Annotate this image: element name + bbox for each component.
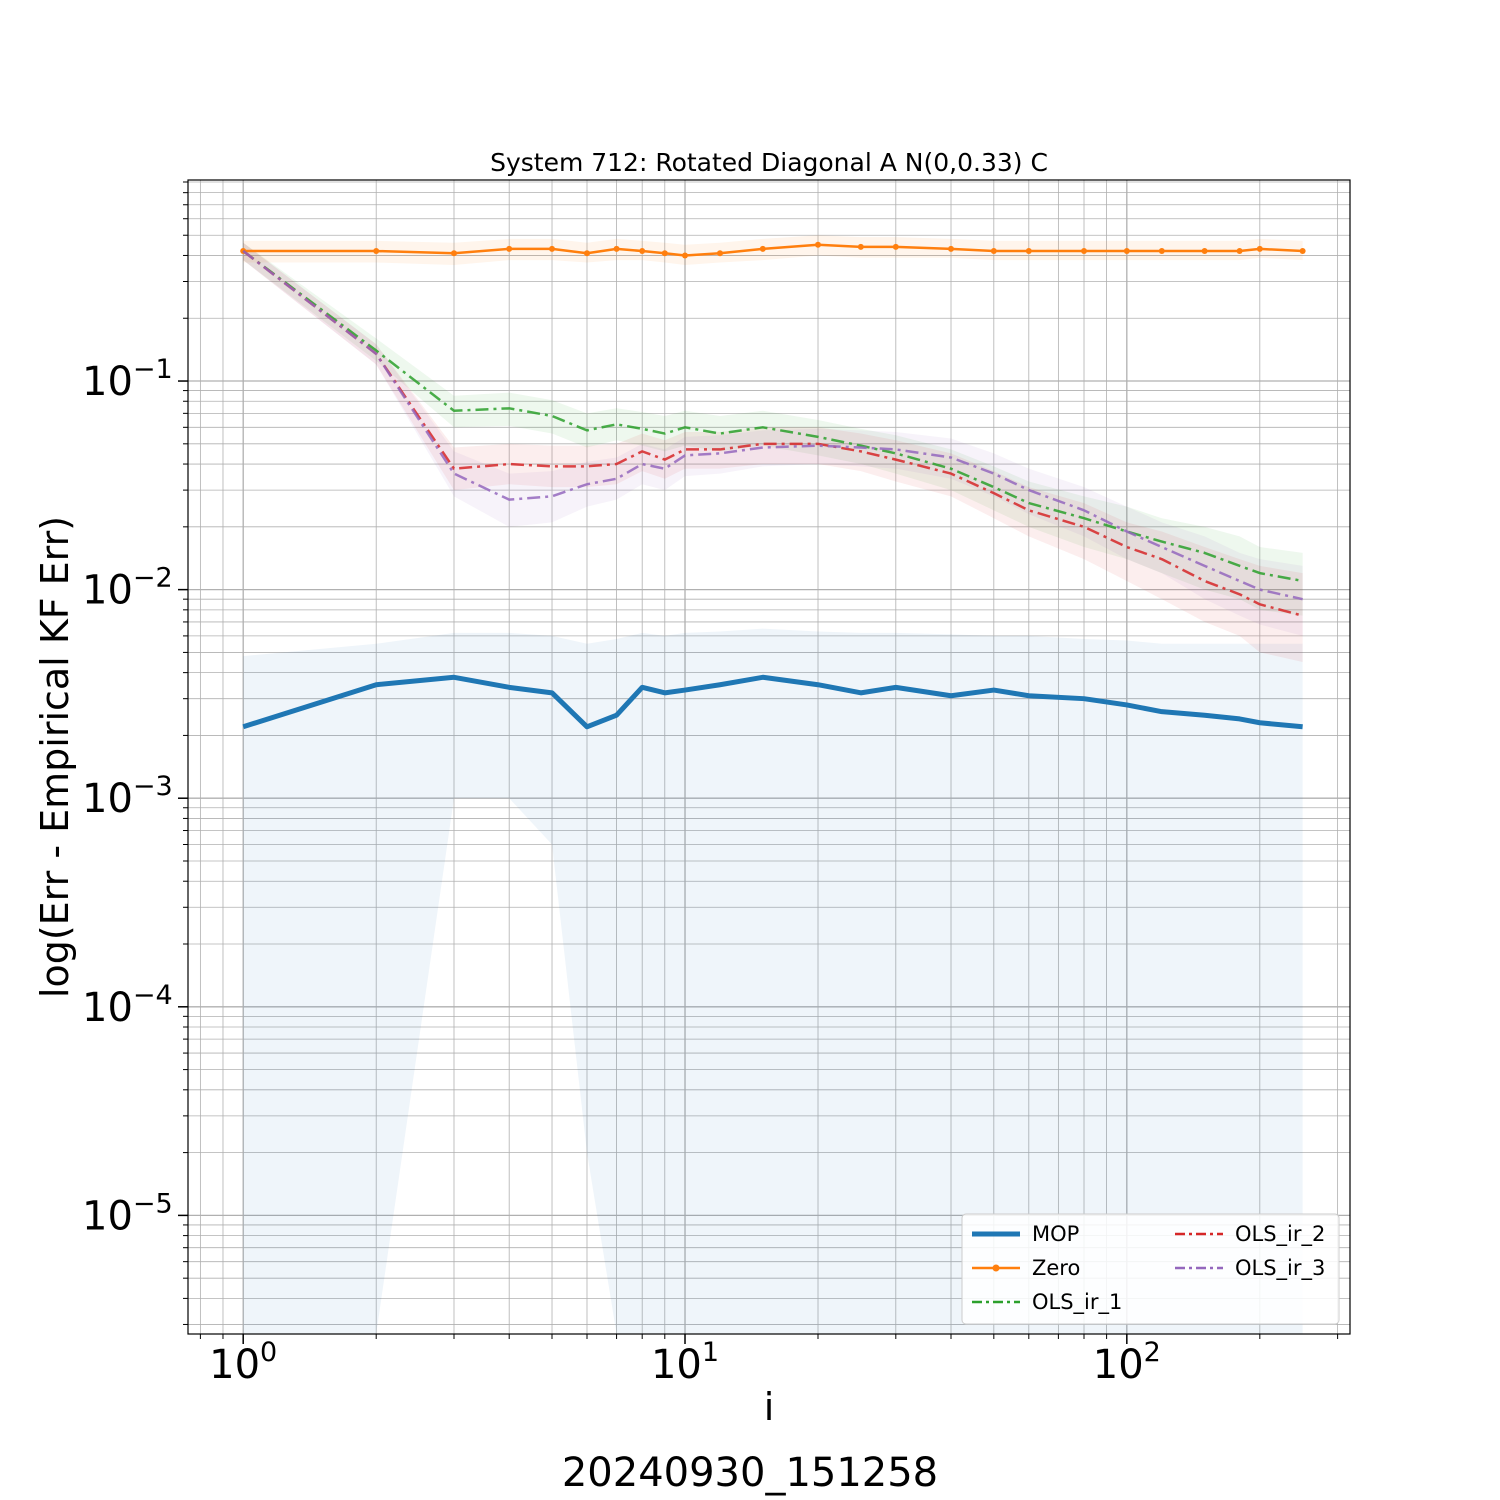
x-axis-label: i — [764, 1385, 775, 1429]
legend-label-ols_ir_1: OLS_ir_1 — [1032, 1290, 1122, 1315]
grid — [188, 180, 1350, 1334]
point-zero — [613, 245, 620, 252]
legend-label-mop: MOP — [1032, 1222, 1079, 1246]
series-ols_ir_1 — [242, 250, 1303, 583]
point-zero — [1081, 248, 1088, 255]
point-zero — [857, 243, 864, 250]
y-tick-label: 10−5 — [82, 1188, 173, 1239]
band-ols_ir_3 — [243, 242, 1303, 636]
band-zero — [243, 235, 1303, 265]
x-tick-label: 101 — [651, 1337, 719, 1388]
x-tick-label: 102 — [1093, 1337, 1161, 1388]
y-tick-label: 10−1 — [82, 354, 173, 405]
point-zero — [948, 245, 955, 252]
chart-title: System 712: Rotated Diagonal A N(0,0.33)… — [490, 148, 1048, 177]
point-zero — [815, 241, 822, 248]
point-zero — [759, 245, 766, 252]
point-zero — [1158, 248, 1165, 255]
footer-timestamp: 20240930_151258 — [562, 1450, 938, 1496]
point-zero — [1256, 245, 1263, 252]
legend-box — [961, 1213, 1340, 1325]
series-ols_ir_2 — [242, 250, 1303, 617]
y-axis-label: log(Err - Empirical KF Err) — [33, 516, 77, 998]
point-zero — [506, 245, 513, 252]
band-mop — [243, 628, 1303, 1334]
point-zero — [1025, 248, 1032, 255]
series-lines — [240, 241, 1306, 730]
series-mop — [242, 674, 1303, 730]
point-zero — [892, 243, 899, 250]
point-zero — [1123, 248, 1130, 255]
point-zero — [661, 250, 668, 257]
point-zero — [1299, 248, 1306, 255]
y-tick-label: 10−3 — [82, 771, 173, 822]
point-zero — [583, 250, 590, 257]
y-tick-label: 10−4 — [82, 980, 173, 1031]
y-ticks: 10−1 10−2 10−3 10−4 10−5 — [82, 181, 188, 1325]
point-zero — [450, 250, 457, 257]
point-zero — [1201, 248, 1208, 255]
plot-frame — [187, 179, 1351, 1335]
band-ols_ir_2 — [243, 242, 1303, 662]
point-zero — [716, 250, 723, 257]
point-zero — [373, 248, 380, 255]
x-ticks: 100 101 102 — [199, 1334, 1339, 1388]
legend-label-ols_ir_2: OLS_ir_2 — [1235, 1222, 1325, 1247]
x-tick-label: 100 — [209, 1337, 277, 1388]
point-zero — [990, 248, 997, 255]
legend: MOP Zero OLS_ir_1 OLS_ir_2 OLS_ir_3 — [961, 1213, 1340, 1325]
legend-marker-zero — [992, 1264, 1000, 1272]
point-zero — [682, 252, 689, 259]
point-zero — [1236, 248, 1243, 255]
legend-label-ols_ir_3: OLS_ir_3 — [1235, 1256, 1325, 1281]
y-tick-label: 10−2 — [82, 563, 173, 614]
legend-label-zero: Zero — [1032, 1256, 1080, 1280]
point-zero — [639, 248, 646, 255]
point-zero — [549, 245, 556, 252]
